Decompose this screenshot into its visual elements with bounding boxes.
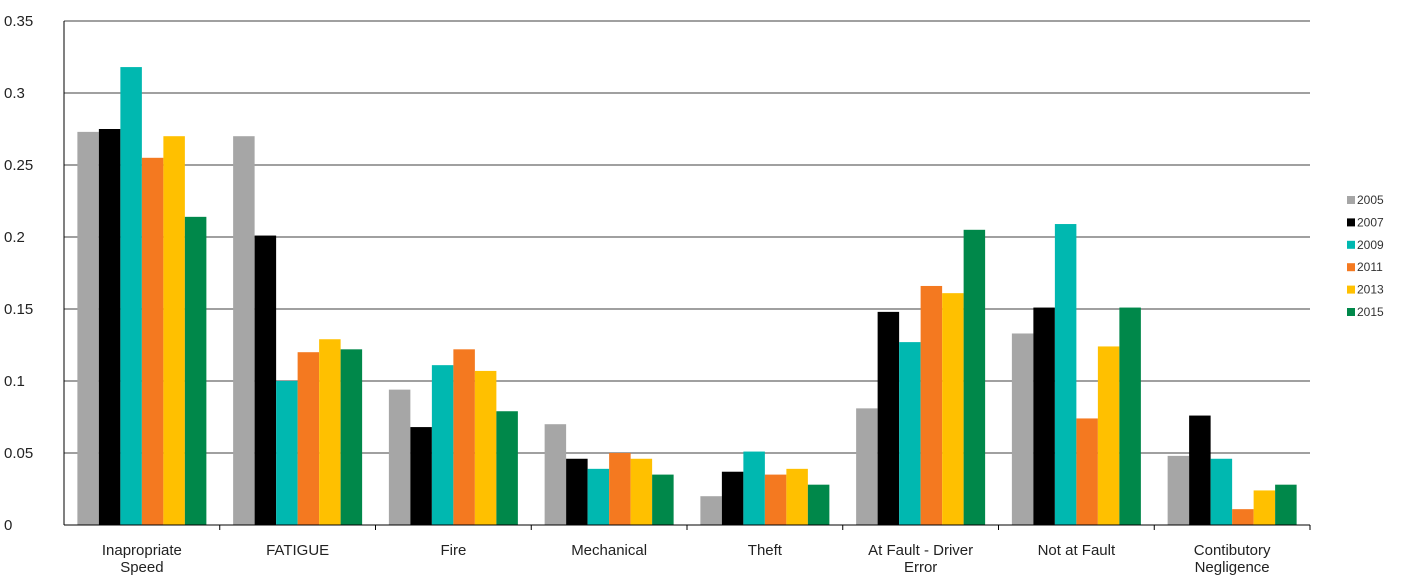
legend-swatch-2005 xyxy=(1347,196,1355,204)
bars xyxy=(77,67,1297,526)
category-label-line: Theft xyxy=(748,542,783,559)
legend-swatch-2009 xyxy=(1347,240,1355,249)
legend: 2005 2007 2009 2011 2013 2015 xyxy=(1347,193,1384,319)
y-tick-label: 0 xyxy=(4,517,12,534)
category-label: Mechanical xyxy=(571,542,647,559)
category-label-line: Inapropriate xyxy=(102,542,182,559)
category-label-line: Mechanical xyxy=(571,542,647,559)
category-label: Contibutory Negligence xyxy=(1194,542,1271,576)
bar-2005-cat3 xyxy=(544,424,567,525)
bar-2013-cat7 xyxy=(1253,490,1276,525)
bar-2011-cat3 xyxy=(609,453,631,525)
bar-2011-cat6 xyxy=(1076,418,1098,525)
bar-2013-cat0 xyxy=(163,136,185,525)
bar-2015-cat1 xyxy=(340,349,363,525)
bar-2011-cat1 xyxy=(297,352,320,525)
legend-swatch-2015 xyxy=(1347,308,1355,316)
category-label-line: Negligence xyxy=(1195,559,1270,576)
category-label: At Fault - Driver Error xyxy=(868,542,973,576)
bar-2015-cat4 xyxy=(807,484,830,525)
bar-2005-cat6 xyxy=(1011,333,1034,525)
bar-2011-cat7 xyxy=(1232,509,1254,525)
legend-label-2011: 2011 xyxy=(1357,260,1383,274)
category-label-line: Not at Fault xyxy=(1038,542,1116,559)
bar-2015-cat6 xyxy=(1119,307,1141,525)
legend-label-2007: 2007 xyxy=(1357,215,1384,229)
category-label: Not at Fault xyxy=(1038,542,1116,559)
bar-2011-cat4 xyxy=(764,474,787,525)
bar-2005-cat1 xyxy=(233,136,255,525)
bar-2009-cat6 xyxy=(1054,224,1077,526)
bar-2013-cat3 xyxy=(630,458,653,525)
legend-swatch-2011 xyxy=(1347,263,1355,272)
bar-2011-cat2 xyxy=(453,349,475,525)
y-tick-label: 0.2 xyxy=(4,229,25,246)
category-label: Inapropriate Speed xyxy=(102,542,182,576)
bar-2009-cat2 xyxy=(431,365,454,525)
bar-2009-cat7 xyxy=(1210,458,1233,525)
bar-2007-cat0 xyxy=(98,129,121,525)
bar-2007-cat5 xyxy=(877,311,900,525)
bar-2009-cat3 xyxy=(587,468,610,525)
bar-2013-cat1 xyxy=(319,339,341,525)
legend-label-2013: 2013 xyxy=(1357,283,1384,297)
bar-2005-cat2 xyxy=(388,389,411,525)
bar-2007-cat2 xyxy=(410,427,432,525)
bar-2005-cat4 xyxy=(700,496,722,525)
y-tick-label: 0.35 xyxy=(4,13,33,30)
legend-label-2005: 2005 xyxy=(1357,193,1384,207)
category-label: Theft xyxy=(748,542,783,559)
bar-2011-cat0 xyxy=(141,157,164,526)
bar-2007-cat1 xyxy=(254,235,277,525)
category-label-line: Speed xyxy=(120,559,163,576)
bar-2007-cat3 xyxy=(566,458,588,525)
bar-2005-cat7 xyxy=(1167,455,1190,525)
bar-2015-cat7 xyxy=(1275,484,1297,525)
bar-2009-cat0 xyxy=(120,67,142,525)
legend-swatch-2007 xyxy=(1347,218,1355,227)
bar-2005-cat5 xyxy=(856,408,878,525)
category-label-line: Contibutory xyxy=(1194,542,1271,559)
category-label-line: At Fault - Driver xyxy=(868,542,973,559)
bar-2007-cat4 xyxy=(721,471,744,525)
bar-2011-cat5 xyxy=(920,285,943,525)
category-label: FATIGUE xyxy=(266,542,329,559)
bar-2015-cat0 xyxy=(184,216,207,525)
bar-2013-cat6 xyxy=(1097,346,1120,525)
bar-2009-cat5 xyxy=(899,342,921,525)
bar-2007-cat6 xyxy=(1033,307,1055,525)
y-tick-label: 0.05 xyxy=(4,445,33,462)
legend-label-2015: 2015 xyxy=(1357,305,1384,319)
axes xyxy=(63,21,1311,530)
bar-2015-cat2 xyxy=(496,411,518,525)
bar-2005-cat0 xyxy=(77,131,99,525)
bar-2015-cat3 xyxy=(652,474,674,525)
legend-label-2009: 2009 xyxy=(1357,238,1384,252)
y-tick-label: 0.3 xyxy=(4,85,25,102)
category-label-line: Error xyxy=(904,559,937,576)
category-label-line: FATIGUE xyxy=(266,542,329,559)
x-axis-categories: Inapropriate Speed FATIGUE Fire Mechanical Th… xyxy=(102,542,1271,576)
category-label-line: Fire xyxy=(440,542,466,559)
y-tick-label: 0.15 xyxy=(4,301,33,318)
y-axis-ticks: 0 0.05 0.1 0.15 0.2 0.25 0.3 0.35 xyxy=(4,13,33,534)
bar-2015-cat5 xyxy=(963,229,986,526)
bar-2013-cat2 xyxy=(474,370,497,525)
bar-2007-cat7 xyxy=(1189,415,1211,525)
y-tick-label: 0.1 xyxy=(4,373,25,390)
y-tick-label: 0.25 xyxy=(4,157,33,174)
legend-swatch-2013 xyxy=(1347,285,1355,294)
bar-2009-cat1 xyxy=(276,381,298,525)
bar-2013-cat5 xyxy=(942,293,964,525)
category-label: Fire xyxy=(440,542,466,559)
bar-2013-cat4 xyxy=(786,468,808,525)
bar-2009-cat4 xyxy=(743,451,765,525)
